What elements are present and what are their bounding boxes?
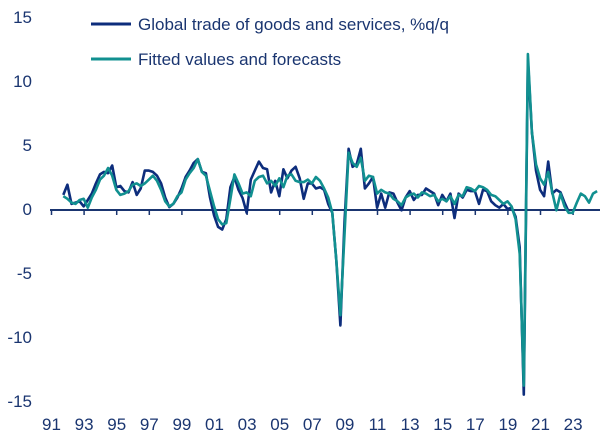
x-tick-label: 09 — [335, 415, 354, 434]
y-tick-label: 5 — [23, 136, 32, 155]
x-tick-label: 11 — [369, 415, 387, 434]
x-tick-label: 91 — [42, 415, 61, 434]
x-tick-label: 07 — [303, 415, 322, 434]
x-tick-label: 19 — [498, 415, 517, 434]
x-tick-label: 95 — [107, 415, 126, 434]
x-tick-label: 15 — [433, 415, 452, 434]
x-tick-label: 23 — [564, 415, 583, 434]
y-tick-label: 0 — [23, 200, 32, 219]
series-line-fitted-values — [62, 52, 598, 387]
legend-label-actual: Global trade of goods and services, %q/q — [138, 15, 449, 34]
y-axis: 15 10 5 0 -5 -10 -15 — [7, 8, 32, 411]
series-line-global-trade — [62, 59, 570, 396]
series-layer — [62, 52, 598, 396]
y-tick-label: 15 — [13, 8, 32, 27]
x-tick-label: 05 — [270, 415, 289, 434]
x-tick-label: 01 — [205, 415, 224, 434]
x-tick-label: 93 — [75, 415, 94, 434]
y-tick-label: -5 — [17, 264, 32, 283]
x-tick-label: 13 — [401, 415, 420, 434]
legend-label-fitted: Fitted values and forecasts — [138, 50, 341, 69]
x-tick-label: 99 — [172, 415, 191, 434]
legend: Global trade of goods and services, %q/q… — [91, 15, 449, 69]
x-tick-label: 17 — [466, 415, 485, 434]
x-tick-label: 97 — [140, 415, 159, 434]
y-tick-label: -15 — [7, 392, 32, 411]
y-tick-label: -10 — [7, 328, 32, 347]
x-tick-label: 21 — [531, 415, 550, 434]
x-tick-label: 03 — [238, 415, 257, 434]
y-tick-label: 10 — [13, 72, 32, 91]
x-axis: 91 93 95 97 99 01 03 05 07 09 11 13 15 17 19 21 23 — [42, 209, 600, 434]
